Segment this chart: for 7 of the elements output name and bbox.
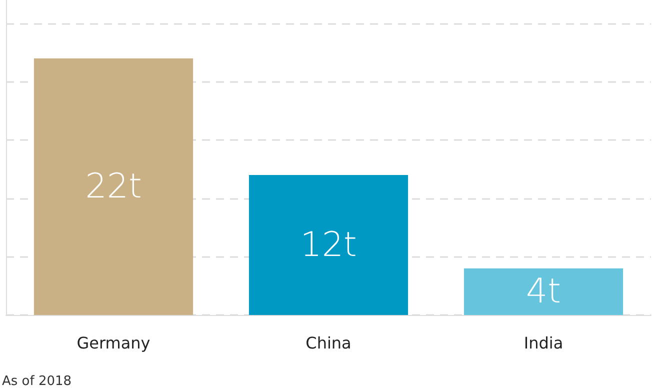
x-tick-label: China	[306, 334, 352, 352]
text: As of 2018	[2, 374, 72, 389]
x-tick-label: India	[524, 334, 564, 352]
data-label: 22t	[85, 166, 142, 207]
x-tick-label: Germany	[76, 334, 150, 352]
data-label: 4t	[526, 272, 561, 312]
data-label: 12t	[300, 225, 357, 265]
